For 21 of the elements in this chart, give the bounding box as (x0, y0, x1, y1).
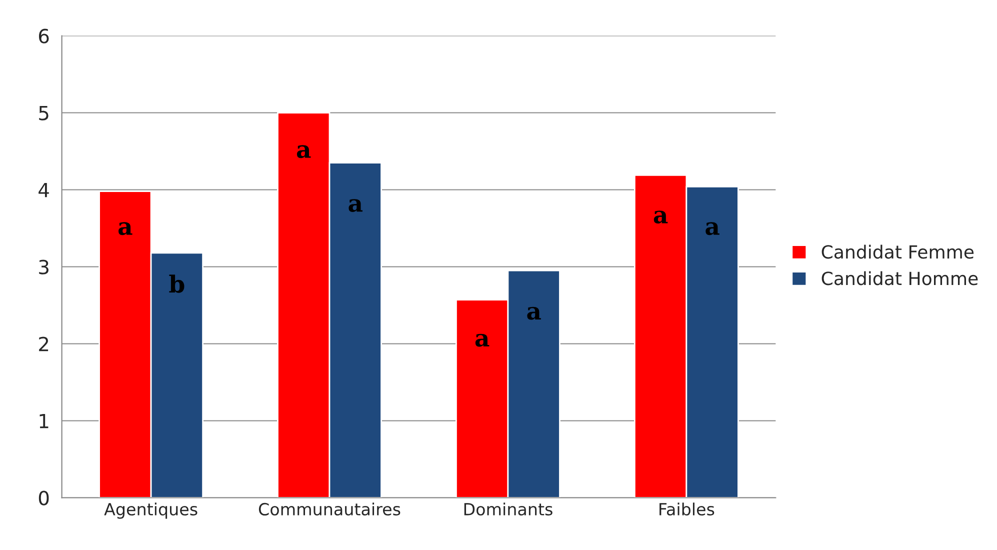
annotation: a (348, 199, 362, 212)
y-tick-label: 0 (38, 490, 49, 506)
y-tick-label: 2 (39, 336, 48, 352)
y-tick-label: 1 (40, 414, 48, 428)
annotation: a (527, 306, 541, 320)
legend-label: Candidat Femme (822, 244, 974, 259)
annotation: a (706, 222, 720, 236)
annotation: a (475, 334, 490, 347)
x-tick-label: Communautaires (258, 502, 400, 516)
annotation: a (118, 222, 132, 236)
y-tick-label: 3 (39, 260, 48, 274)
x-tick-label: Dominants (464, 502, 552, 516)
legend-label: Candidat Homme (822, 271, 978, 286)
y-tick-label: 4 (38, 182, 49, 198)
y-tick-label: 6 (38, 28, 49, 44)
annotation: a (296, 145, 311, 158)
annotation: a (654, 210, 668, 224)
y-tick-label: 5 (39, 106, 48, 120)
annotation: b (169, 274, 184, 293)
x-tick-label: Agentiques (104, 502, 198, 519)
x-tick-label: Faibles (660, 502, 714, 516)
